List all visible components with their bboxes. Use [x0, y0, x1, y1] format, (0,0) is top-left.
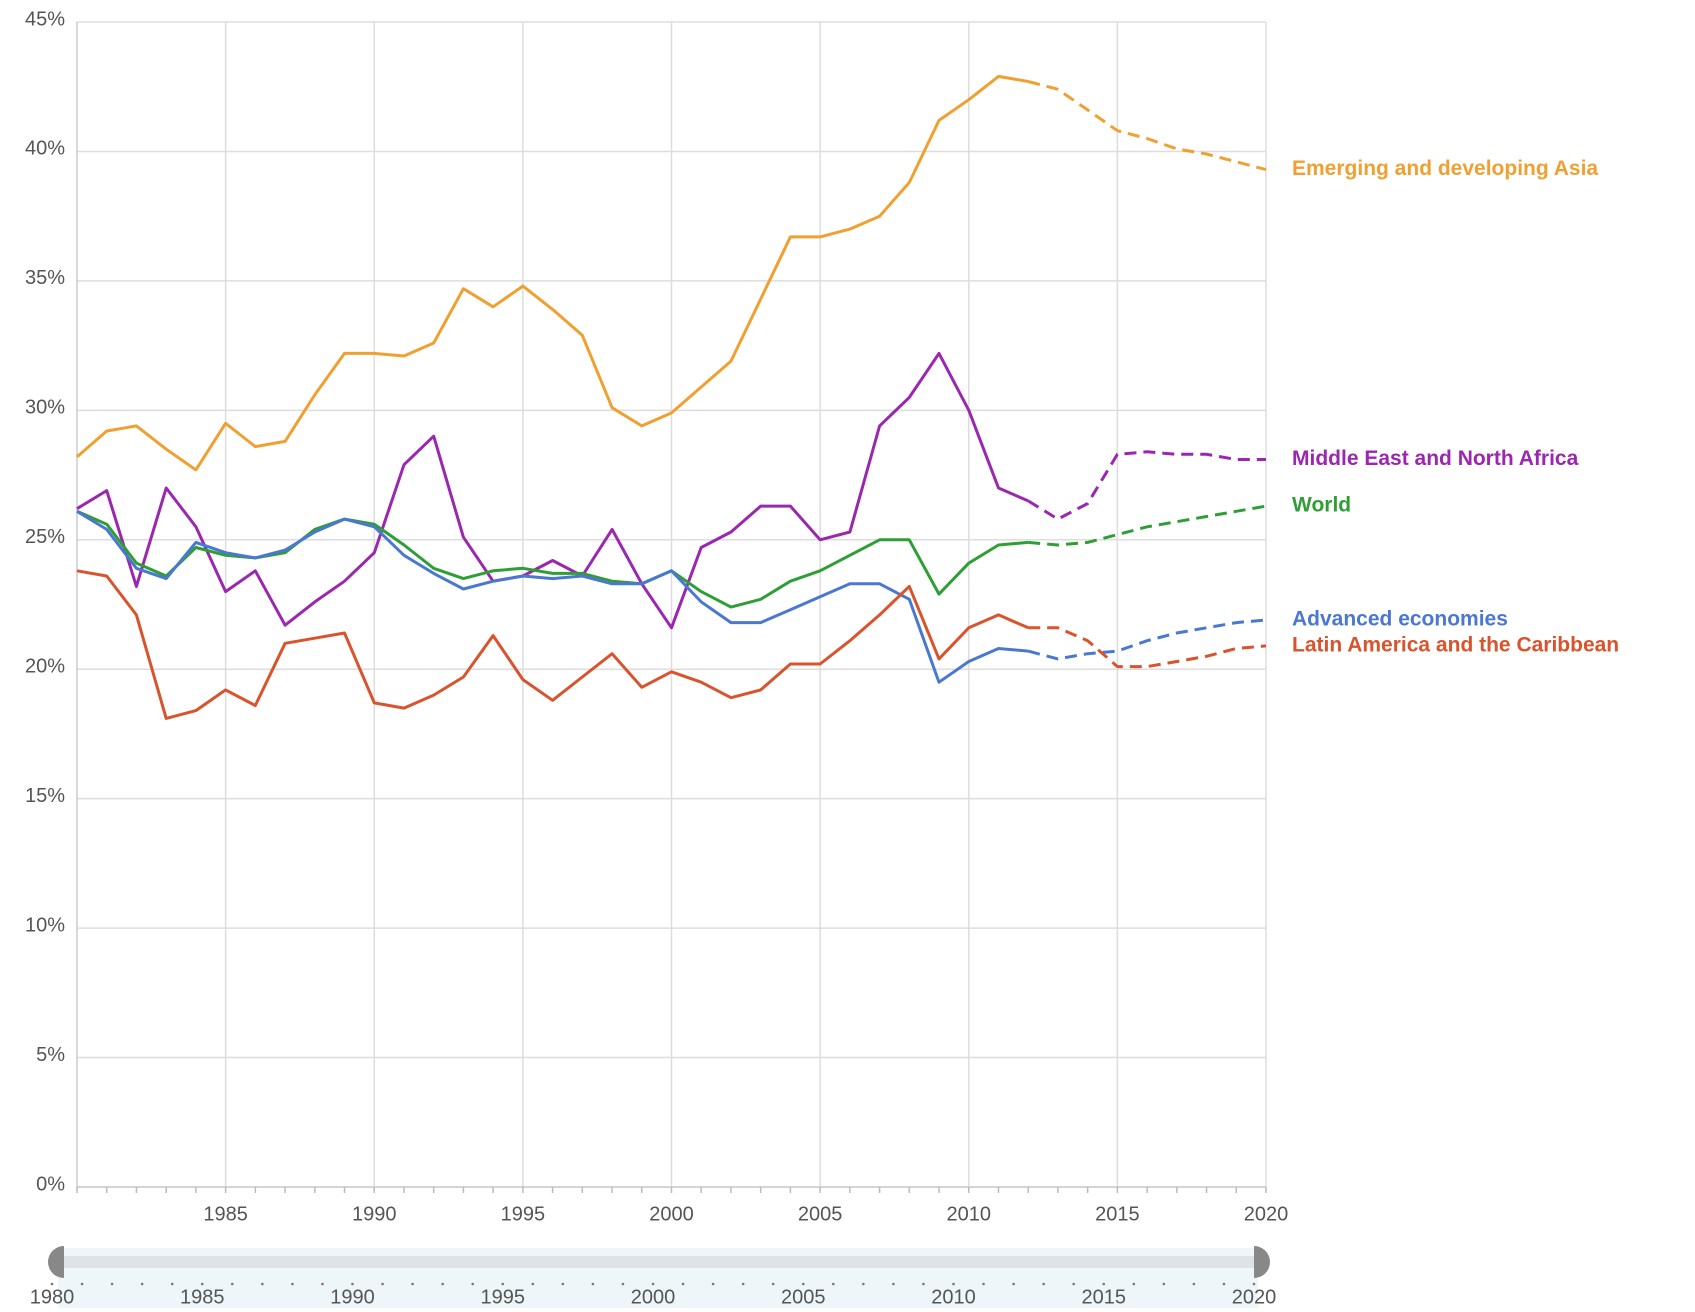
y-tick-label: 15% — [25, 785, 65, 807]
slider-dot — [832, 1282, 835, 1286]
slider-dot — [110, 1282, 114, 1286]
slider-dot — [261, 1282, 264, 1286]
series-line-projection — [1028, 626, 1267, 669]
y-tick-label: 45% — [25, 8, 65, 30]
slider-dot — [291, 1282, 294, 1286]
slider-label: 1985 — [180, 1286, 225, 1308]
slider-dot — [351, 1282, 354, 1286]
slider-dot — [1012, 1282, 1015, 1286]
slider-dot — [681, 1282, 685, 1286]
legend-label: Advanced economies — [1292, 608, 1508, 631]
slider-dot — [1132, 1282, 1136, 1286]
legend-label: Middle East and North Africa — [1292, 447, 1579, 470]
slider-dot — [50, 1282, 54, 1286]
slider-label: 2010 — [931, 1286, 976, 1308]
slider-dot — [1072, 1282, 1075, 1286]
x-tick-label: 2005 — [798, 1203, 843, 1225]
slider-dot — [441, 1282, 444, 1286]
slider-dot — [531, 1282, 535, 1286]
series-line — [76, 569, 1029, 720]
slider-label: 2000 — [631, 1286, 676, 1308]
legend-label: Emerging and developing Asia — [1292, 157, 1598, 180]
slider-dot — [1222, 1282, 1226, 1286]
slider-dot — [621, 1282, 625, 1286]
slider-dot — [170, 1282, 174, 1286]
slider-dot — [1102, 1282, 1106, 1286]
y-tick-label: 25% — [25, 526, 65, 548]
x-tick-label: 1990 — [352, 1203, 397, 1225]
series-line-projection — [1027, 618, 1267, 661]
series-line-projection — [1027, 450, 1266, 521]
slider-dot — [801, 1282, 805, 1286]
slider-dot — [140, 1282, 144, 1286]
slider-label: 1980 — [30, 1286, 75, 1308]
slider-dot — [982, 1282, 985, 1286]
slider-dot — [381, 1282, 384, 1286]
slider-dot — [862, 1282, 865, 1286]
slider-label: 2005 — [781, 1286, 826, 1308]
slider-dot — [892, 1282, 895, 1286]
x-tick-label: 2020 — [1244, 1203, 1289, 1225]
x-tick-label: 1985 — [203, 1203, 248, 1225]
slider-dot — [922, 1282, 925, 1286]
series-line — [76, 509, 1029, 609]
series-line — [76, 74, 1029, 472]
slider-dot — [1192, 1282, 1196, 1286]
slider-dot — [411, 1282, 414, 1286]
slider-track — [62, 1256, 1254, 1268]
slider-label: 2015 — [1082, 1286, 1127, 1308]
slider-handle — [1254, 1246, 1270, 1278]
slider-dot — [1042, 1282, 1045, 1286]
series-line — [76, 510, 1029, 684]
slider-dot — [771, 1282, 775, 1286]
series-line-projection — [1027, 80, 1267, 172]
slider-dot — [1162, 1282, 1166, 1286]
y-tick-label: 40% — [25, 138, 65, 160]
slider-dot — [561, 1282, 565, 1286]
slider-dot — [200, 1282, 204, 1286]
slider-label: 2020 — [1232, 1286, 1277, 1308]
series-line — [76, 351, 1029, 630]
slider-dot — [952, 1282, 955, 1286]
slider-dot — [231, 1282, 234, 1286]
y-tick-label: 30% — [25, 397, 65, 419]
slider-dot — [80, 1282, 84, 1286]
slider-dot — [651, 1282, 655, 1286]
slider-label: 1990 — [330, 1286, 375, 1308]
slider-label: 1995 — [481, 1286, 526, 1308]
slider-dot — [501, 1282, 505, 1286]
slider-dot — [711, 1282, 715, 1286]
slider-dot — [741, 1282, 745, 1286]
y-tick-label: 20% — [25, 656, 65, 678]
slider-dot — [471, 1282, 475, 1286]
y-tick-label: 35% — [25, 267, 65, 289]
series-line-projection — [1028, 504, 1267, 547]
x-tick-label: 2010 — [947, 1203, 992, 1225]
slider-dot — [321, 1282, 324, 1286]
slider-dot — [1252, 1282, 1256, 1286]
slider-handle — [48, 1246, 64, 1278]
x-tick-label: 1995 — [501, 1203, 546, 1225]
x-tick-label: 2000 — [649, 1203, 694, 1225]
y-tick-label: 0% — [36, 1173, 65, 1195]
legend-label: World — [1292, 494, 1351, 517]
slider-dot — [591, 1282, 595, 1286]
legend-label: Latin America and the Caribbean — [1292, 633, 1619, 656]
x-tick-label: 2015 — [1095, 1203, 1140, 1225]
y-tick-label: 5% — [36, 1044, 65, 1066]
y-tick-label: 10% — [25, 914, 65, 936]
